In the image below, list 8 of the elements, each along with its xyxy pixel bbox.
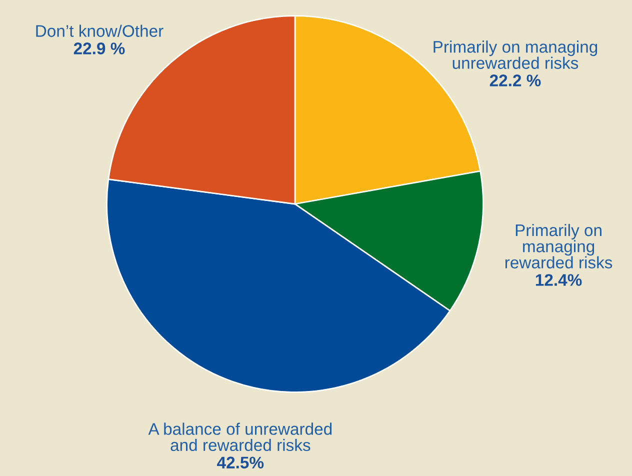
slice-label: A balance of unrewarded and rewarded risks — [148, 422, 332, 452]
data-label: 22.9 % — [74, 42, 125, 54]
data-label: 12.4% — [536, 274, 582, 286]
data-label: 22.2 % — [490, 74, 541, 86]
slice-label: Don’t know/Other — [36, 24, 164, 37]
slice-label: Primarily on managing unrewarded risks — [434, 40, 598, 69]
slice-label: Primarily on managing rewarded risks — [505, 224, 612, 268]
data-label: 42.5% — [217, 456, 264, 468]
